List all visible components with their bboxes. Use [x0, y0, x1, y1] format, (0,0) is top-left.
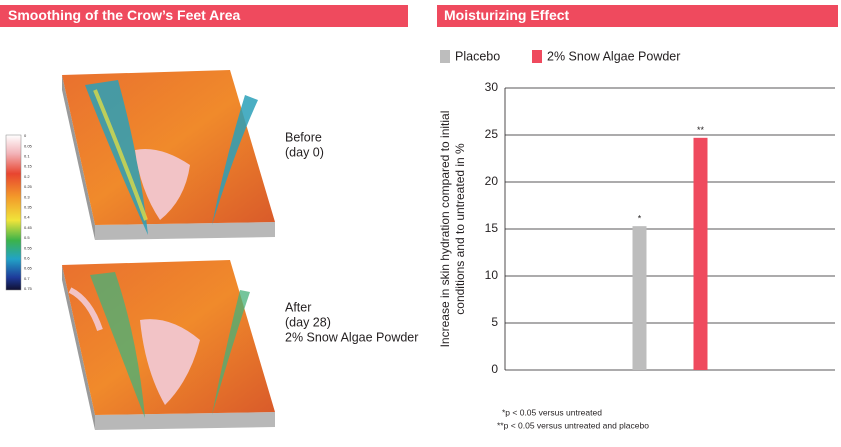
- colorbar-label: 0.15: [24, 164, 33, 169]
- y-tick-label: 25: [485, 127, 499, 141]
- colorbar-label: 0.75: [24, 286, 33, 291]
- legend-label: 2% Snow Algae Powder: [547, 49, 680, 63]
- colorbar-label: 0: [24, 133, 27, 138]
- y-tick-label: 0: [491, 362, 498, 376]
- colorbar-label: 0.35: [24, 204, 33, 209]
- panel-title: Smoothing of the Crow’s Feet Area: [8, 7, 241, 23]
- footnote: *p < 0.05 versus untreated: [502, 407, 602, 417]
- footnote: **p < 0.05 versus untreated and placebo: [497, 420, 649, 430]
- colorbar-label: 0.6: [24, 255, 30, 260]
- bar: [693, 137, 708, 370]
- colorbar-label: 0.3: [24, 194, 30, 199]
- legend-swatch: [532, 50, 542, 63]
- colorbar: [5, 134, 22, 291]
- surface-before: [62, 70, 275, 240]
- bar: [632, 226, 647, 370]
- value-label: *: [638, 214, 642, 224]
- colorbar-label: 0.1: [24, 153, 30, 158]
- after-label: (day 28): [285, 315, 331, 329]
- colorbar-label: 0.2: [24, 174, 30, 179]
- colorbar-label: 0.25: [24, 184, 33, 189]
- y-tick-label: 5: [491, 315, 498, 329]
- after-label: 2% Snow Algae Powder: [285, 330, 418, 344]
- before-label: Before: [285, 130, 322, 144]
- chart-title: Moisturizing Effect: [444, 7, 570, 23]
- colorbar-label: 0.5: [24, 235, 30, 240]
- y-tick-label: 10: [485, 268, 499, 282]
- legend-label: Placebo: [455, 49, 500, 63]
- y-axis-label: conditions and to untreated in %: [453, 143, 467, 315]
- colorbar-label: 0.45: [24, 225, 33, 230]
- header-bar: [437, 5, 838, 27]
- before-label: (day 0): [285, 145, 324, 159]
- colorbar-label: 0.4: [24, 215, 30, 220]
- y-tick-label: 15: [485, 221, 499, 235]
- surface-after: [62, 260, 275, 430]
- after-label: After: [285, 300, 311, 314]
- colorbar-label: 0.65: [24, 266, 33, 271]
- colorbar-label: 0.55: [24, 245, 33, 250]
- header-bar: [0, 5, 408, 27]
- value-label: **: [697, 125, 705, 135]
- legend-swatch: [440, 50, 450, 63]
- colorbar-label: 0.7: [24, 276, 30, 281]
- y-axis-label: Increase in skin hydration compared to i…: [438, 111, 452, 348]
- colorbar-label: 0.05: [24, 143, 33, 148]
- y-tick-label: 20: [485, 174, 499, 188]
- y-tick-label: 30: [485, 80, 499, 94]
